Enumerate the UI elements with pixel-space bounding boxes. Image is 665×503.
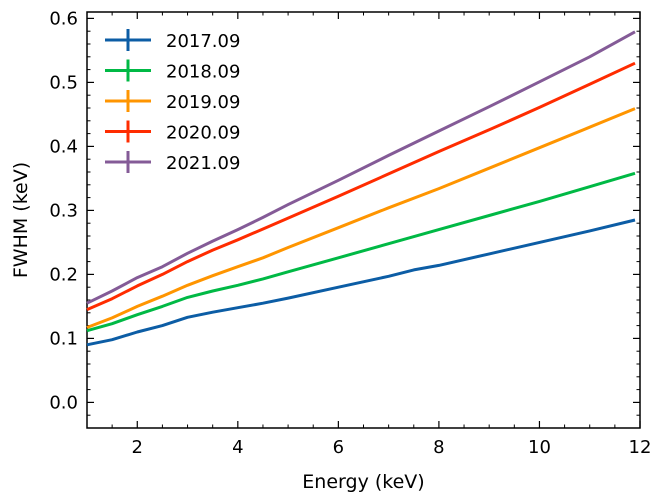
series-lines (86, 30, 636, 347)
y-tick-label: 0.4 (49, 136, 78, 157)
legend-entry-1: 2017.09 (105, 29, 240, 52)
legend-label-2: 2018.09 (166, 62, 240, 83)
y-tick-label: 0.1 (49, 328, 78, 349)
legend: 2017.09 2018.09 2019.09 2020.09 2021.09 (105, 29, 240, 174)
x-tick-label: 4 (232, 437, 243, 458)
legend-entry-5: 2021.09 (105, 151, 240, 174)
y-tick-label: 0.3 (49, 200, 78, 221)
series-line-4 (86, 61, 636, 311)
x-tick-label: 8 (433, 437, 444, 458)
x-tick-label: 6 (333, 437, 344, 458)
series-line-3 (86, 107, 636, 329)
legend-label-5: 2021.09 (166, 153, 240, 174)
legend-entry-4: 2020.09 (105, 120, 240, 144)
legend-entry-3: 2019.09 (105, 90, 240, 113)
minor-ticks (86, 12, 640, 428)
y-tick-labels: 0.0 0.1 0.2 0.3 0.4 0.5 0.6 (49, 8, 78, 413)
y-tick-label: 0.5 (49, 72, 78, 93)
x-tick-label: 12 (629, 437, 652, 458)
y-tick-label: 0.0 (49, 392, 78, 413)
x-tick-label: 2 (132, 437, 143, 458)
series-line-5 (86, 30, 636, 305)
major-ticks (87, 12, 641, 428)
series-line-2 (86, 171, 636, 333)
legend-label-3: 2019.09 (166, 92, 240, 113)
series-line-1 (86, 218, 636, 347)
legend-label-1: 2017.09 (166, 31, 240, 52)
legend-label-4: 2020.09 (166, 123, 240, 144)
x-axis-label: Energy (keV) (302, 471, 424, 493)
x-tick-label: 10 (528, 437, 551, 458)
y-tick-label: 0.2 (49, 264, 78, 285)
x-tick-labels: 2 4 6 8 10 12 (132, 437, 652, 458)
legend-entry-2: 2018.09 (105, 59, 240, 83)
y-axis-label: FWHM (keV) (10, 162, 32, 278)
y-tick-label: 0.6 (49, 8, 78, 29)
